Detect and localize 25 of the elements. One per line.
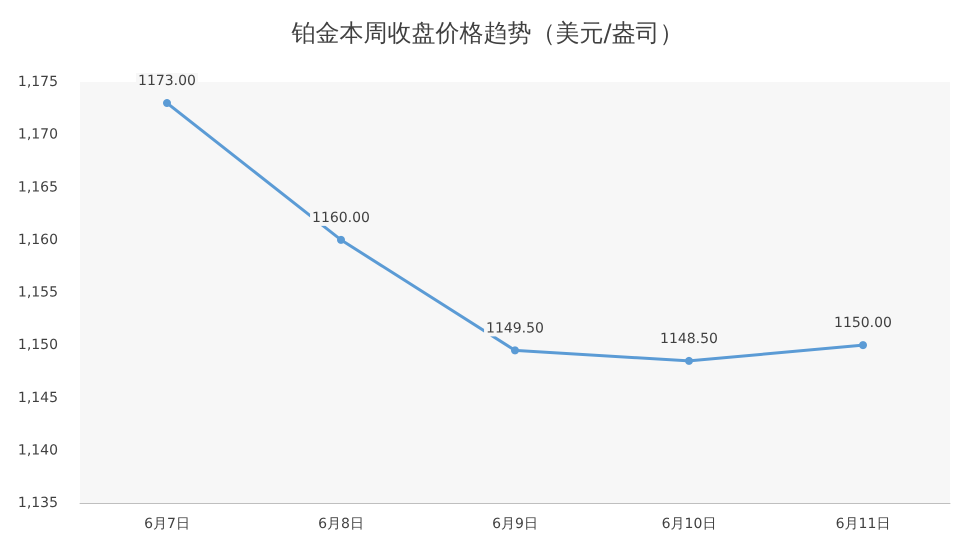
point xyxy=(163,99,171,108)
x-tick-label: 6月11日 xyxy=(836,516,890,532)
y-tick-label: 1,155 xyxy=(18,284,58,300)
point xyxy=(337,236,345,244)
y-tick-label: 1,165 xyxy=(18,179,58,196)
data-label: 1160.00 xyxy=(312,210,370,226)
x-tick-label: 6月10日 xyxy=(662,516,716,532)
data-label: 1150.00 xyxy=(834,315,892,332)
point xyxy=(685,356,693,365)
y-tick-label: 1,140 xyxy=(18,442,58,458)
point xyxy=(859,341,867,350)
y-tick-label: 1,145 xyxy=(18,390,58,406)
data-label: 1149.50 xyxy=(486,320,544,336)
x-tick-label: 6月7日 xyxy=(144,516,190,532)
y-tick-label: 1,160 xyxy=(18,232,58,248)
y-tick-label: 1,175 xyxy=(18,74,58,90)
x-tick-label: 6月8日 xyxy=(318,516,364,532)
y-tick-label: 1,150 xyxy=(18,337,58,354)
y-tick-label: 1,135 xyxy=(18,495,58,511)
y-tick-label: 1,170 xyxy=(18,126,58,143)
chart-title: 铂金本周收盘价格趋势（美元/盎司） xyxy=(290,19,684,47)
data-label: 1148.50 xyxy=(660,330,718,347)
data-label: 1173.00 xyxy=(138,73,196,90)
point xyxy=(511,346,519,354)
x-tick-label: 6月9日 xyxy=(492,516,538,532)
